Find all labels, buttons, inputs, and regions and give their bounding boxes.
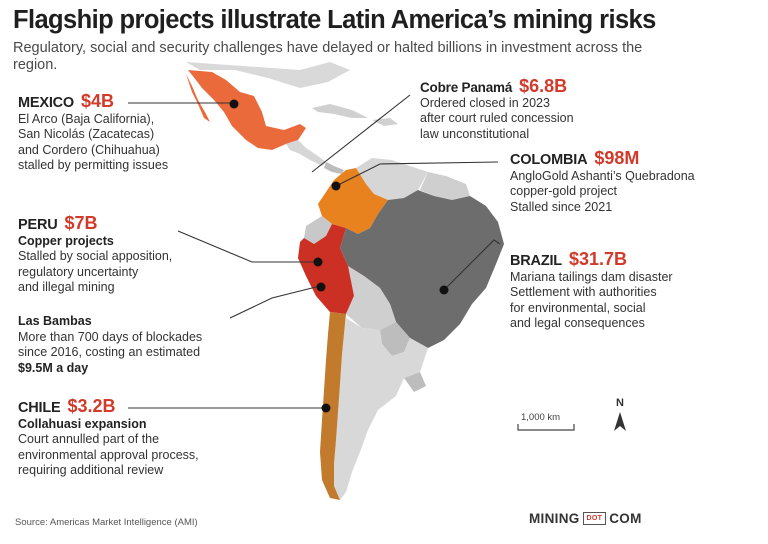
callout-line: Settlement with authorities (510, 285, 657, 299)
bolivia-region (346, 266, 396, 330)
ecuador-region (304, 216, 332, 244)
central-america-region (286, 140, 326, 166)
project-name: Copper projects (18, 233, 114, 248)
callout-line: environmental approval process, (18, 447, 199, 462)
scale-bar (517, 424, 575, 431)
argentina-region (334, 318, 428, 500)
country-label: Cobre Panamá (420, 80, 513, 95)
callout-line: stalled by permitting issues (18, 158, 169, 172)
callout-line: Stalled since 2021 (510, 199, 613, 214)
callout-line: requiring additional review (18, 463, 164, 477)
callout-chile: CHILE $3.2B Collahuasi expansion Court an… (18, 396, 199, 479)
investment-amount: $3.2B (67, 396, 116, 416)
country-label: BRAZIL (510, 253, 562, 269)
callout-line: and illegal mining (18, 280, 115, 294)
callout-line: and Cordero (Chihuahua) (18, 142, 160, 157)
callout-brazil: BRAZIL $31.7B Mariana tailings dam disast… (510, 249, 673, 332)
investment-amount: $4B (81, 91, 115, 111)
united-states-region (186, 62, 350, 88)
scale-label: 1,000 km (521, 412, 561, 423)
investment-amount: $6.8B (519, 76, 568, 96)
chile-region (320, 312, 346, 500)
north-label: N (616, 397, 624, 409)
map-subtitle: Regulatory, social and security challeng… (13, 40, 643, 73)
panama-region (324, 162, 344, 174)
investment-amount: $7B (64, 213, 98, 233)
callout-bold-line: $9.5M a day (18, 360, 89, 375)
callout-line: Mariana tailings dam disaster (510, 269, 673, 284)
logo-text: MINING (529, 511, 580, 526)
peru-region (298, 224, 364, 314)
investment-amount: $98M (594, 148, 640, 168)
callout-line: El Arco (Baja California), (18, 111, 155, 126)
callout-line: after court ruled concession (420, 111, 574, 125)
callout-line: for environmental, social (510, 300, 646, 315)
callout-line: More than 700 days of blockades (18, 329, 203, 344)
callout-line: AngloGold Ashanti’s Quebradona (510, 168, 695, 183)
mining-dot-com-logo: MINING DOT COM (529, 511, 642, 526)
callout-las-bambas: Las Bambas More than 700 days of blockad… (18, 314, 202, 376)
project-name: Las Bambas (18, 314, 92, 328)
mexico-region (186, 70, 306, 150)
logo-text: COM (609, 511, 642, 526)
callout-line: Stalled by social apposition, (18, 249, 173, 263)
callout-line: San Nicolás (Zacatecas) (18, 127, 155, 141)
paraguay-region (380, 322, 410, 356)
north-arrow-icon (614, 412, 626, 431)
cuba-region (312, 104, 368, 118)
callout-line: law unconstitutional (420, 126, 530, 141)
project-name: Collahuasi expansion (18, 416, 147, 431)
country-label: PERU (18, 217, 58, 233)
callout-line: Court annulled part of the (18, 432, 160, 446)
callout-line: regulatory uncertainty (18, 264, 139, 279)
investment-amount: $31.7B (568, 249, 628, 269)
brazil-region (340, 190, 504, 348)
callout-mexico: MEXICO $4B El Arco (Baja California), San… (18, 91, 169, 174)
callout-colombia: COLOMBIA $98M AngloGold Ashanti’s Quebrad… (510, 148, 695, 215)
country-label: CHILE (18, 400, 61, 416)
callout-line: Ordered closed in 2023 (420, 95, 550, 110)
venezuela-region (356, 158, 428, 200)
callout-panama: Cobre Panamá $6.8B Ordered closed in 2023… (420, 76, 574, 142)
country-label: MEXICO (18, 95, 74, 111)
logo-text: DOT (582, 512, 607, 525)
country-label: COLOMBIA (510, 152, 588, 168)
callout-line: copper-gold project (510, 184, 618, 198)
source-note: Source: Americas Market Intelligence (AM… (15, 517, 198, 528)
uruguay-region (404, 372, 426, 392)
guianas-region (420, 172, 470, 200)
callout-line: and legal consequences (510, 316, 645, 330)
map-title: Flagship projects illustrate Latin Ameri… (13, 6, 656, 34)
callout-line: since 2016, costing an estimated (18, 345, 201, 359)
callout-peru: PERU $7B Copper projects Stalled by socia… (18, 213, 173, 296)
